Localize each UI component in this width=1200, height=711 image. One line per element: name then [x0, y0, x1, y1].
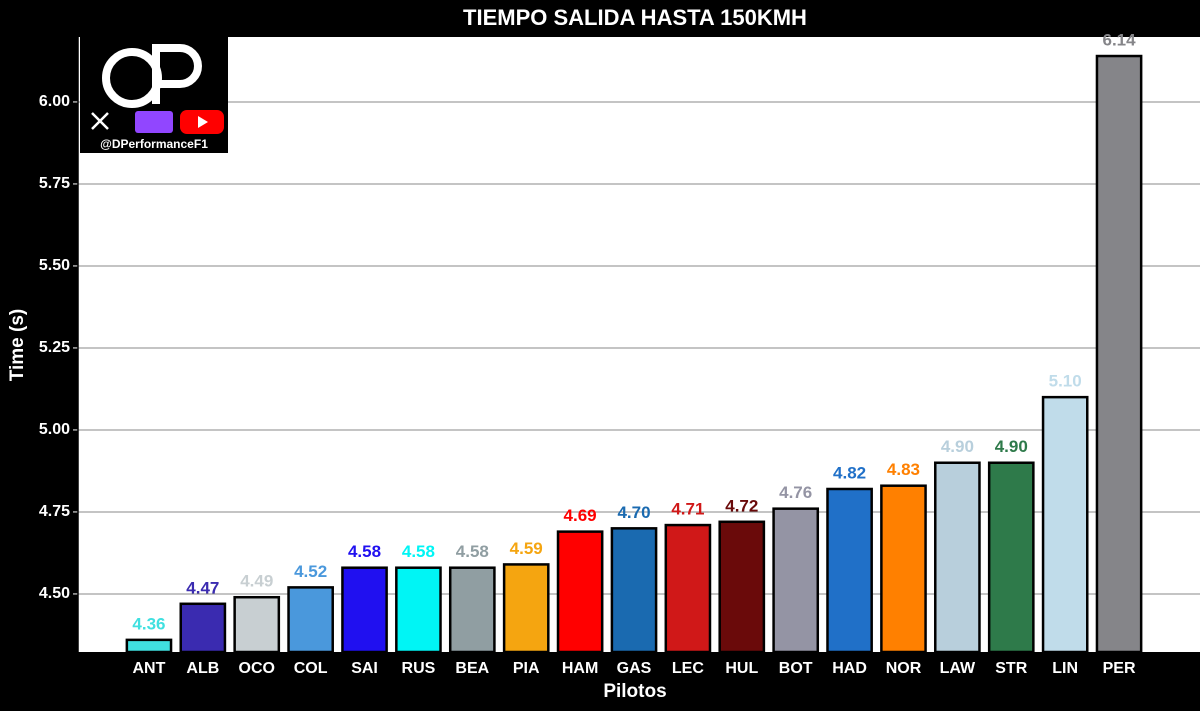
bar — [233, 595, 281, 654]
plot: 4.36 4.47 4.49 4.52 4.58 4.58 4.58 4.59 4.69 4.70… — [73, 31, 1200, 654]
twitch-icon — [135, 111, 173, 133]
watermark: @DPerformanceF1 — [100, 137, 208, 151]
bar — [664, 523, 712, 654]
bar — [287, 586, 334, 654]
bar — [610, 527, 658, 654]
y-tick-label: 6.00 — [39, 93, 70, 110]
x-tick-label: LAW — [940, 660, 976, 677]
x-axis-label: Pilotos — [603, 681, 666, 702]
value-label: 4.69 — [564, 506, 597, 525]
bar — [448, 566, 496, 654]
x-tick-label: STR — [995, 660, 1027, 677]
x-tick-label: SAI — [351, 660, 378, 677]
x-icon — [91, 112, 109, 130]
logo-p — [160, 44, 202, 88]
bar — [772, 507, 820, 654]
youtube-play — [198, 116, 208, 128]
bar — [718, 520, 766, 654]
y-tick-label: 5.00 — [39, 421, 70, 438]
y-axis-label: Time (s) — [7, 309, 28, 382]
value-label: 4.70 — [617, 503, 650, 522]
y-tick-label: 5.50 — [39, 257, 70, 274]
value-label: 4.52 — [294, 562, 327, 581]
value-label: 6.14 — [1103, 31, 1137, 50]
logo-stem — [152, 44, 160, 104]
bar — [502, 563, 550, 654]
y-tick-label: 5.25 — [39, 339, 70, 356]
bar — [934, 461, 981, 654]
x-tick-label: HUL — [725, 660, 758, 677]
bar — [1095, 54, 1143, 654]
x-tick-label: LIN — [1052, 660, 1078, 677]
bar — [341, 566, 388, 654]
value-label: 4.90 — [941, 437, 974, 456]
bar — [987, 461, 1035, 654]
bar — [880, 484, 927, 654]
x-tick-label: ALB — [186, 660, 219, 677]
x-tick-label: PER — [1103, 660, 1136, 677]
bar — [179, 602, 227, 654]
value-label: 4.72 — [725, 496, 758, 515]
value-label: 5.10 — [1049, 372, 1082, 391]
value-label: 4.59 — [510, 539, 543, 558]
value-label: 4.90 — [995, 437, 1028, 456]
bar — [556, 530, 604, 654]
y-tick-label: 4.50 — [39, 585, 70, 602]
value-label: 4.36 — [132, 614, 165, 633]
y-tick-label: 5.75 — [39, 175, 70, 192]
bar — [125, 638, 173, 654]
y-tick-label: 4.75 — [39, 503, 70, 520]
value-label: 4.49 — [240, 572, 273, 591]
x-tick-label: BOT — [779, 660, 813, 677]
x-tick-label: PIA — [513, 660, 540, 677]
value-label: 4.82 — [833, 463, 866, 482]
value-label: 4.58 — [348, 542, 381, 561]
value-label: 4.58 — [402, 542, 435, 561]
bar — [1041, 395, 1089, 654]
x-tick-label: GAS — [617, 660, 652, 677]
x-tick-label: ANT — [133, 660, 166, 677]
x-tick-label: BEA — [455, 660, 489, 677]
x-tick-label: OCO — [239, 660, 275, 677]
bar — [395, 566, 442, 654]
bar — [826, 487, 873, 654]
x-tick-label: LEC — [672, 660, 704, 677]
value-label: 4.58 — [456, 542, 489, 561]
x-tick-label: NOR — [886, 660, 922, 677]
value-label: 4.76 — [779, 483, 812, 502]
value-label: 4.71 — [671, 500, 704, 519]
logo: @DPerformanceF1 — [80, 37, 228, 153]
x-tick-label: RUS — [402, 660, 436, 677]
chart-title: TIEMPO SALIDA HASTA 150KMH — [463, 5, 807, 30]
value-label: 4.47 — [186, 578, 219, 597]
x-tick-label: HAM — [562, 660, 598, 677]
x-tick-label: COL — [294, 660, 328, 677]
value-label: 4.83 — [887, 460, 920, 479]
x-tick-label: HAD — [832, 660, 867, 677]
